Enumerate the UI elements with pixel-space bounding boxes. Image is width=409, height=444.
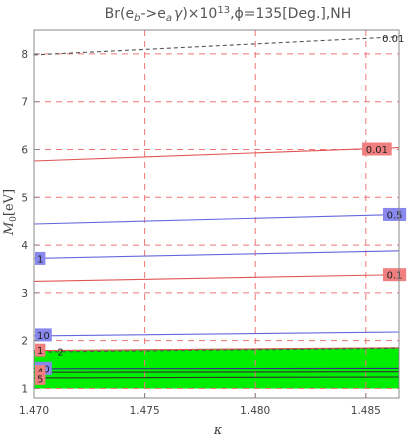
- contour-lines-layer: [33, 36, 400, 379]
- contour-label: 10: [37, 331, 50, 342]
- allowed-region-layer: [34, 347, 399, 389]
- contour-line: [33, 371, 400, 373]
- x-axis-label: κ: [213, 423, 223, 438]
- contour-line: [33, 36, 400, 56]
- contour-label: 1: [37, 346, 43, 357]
- contour-label-box: [35, 371, 46, 385]
- contour-line: [33, 250, 400, 259]
- contour-line: [33, 376, 400, 379]
- contour-line: [33, 331, 400, 337]
- contour-label-box: [362, 142, 392, 156]
- contour-label-box: [35, 251, 46, 265]
- allowed-region: [34, 347, 399, 389]
- y-tick-label: 8: [21, 49, 28, 61]
- x-tick-label: 1.480: [240, 405, 270, 417]
- y-tick-label: 4: [21, 240, 28, 252]
- y-tick-label: 6: [21, 144, 28, 156]
- contour-line: [33, 347, 400, 353]
- contour-label: 1: [37, 254, 43, 265]
- contour-label: 5: [37, 374, 43, 385]
- contour-label-box: [382, 207, 407, 221]
- contour-line: [33, 274, 400, 282]
- y-tick-label: 7: [21, 97, 28, 109]
- contour-label: 0.01: [382, 34, 404, 45]
- y-tick-label: 5: [21, 192, 28, 204]
- plot-frame: [33, 29, 400, 399]
- contour-label: 0.1: [387, 271, 403, 282]
- contour-line: [33, 347, 400, 352]
- x-tick-label: 1.470: [19, 405, 49, 417]
- y-tick-label: 1: [21, 383, 28, 395]
- x-tick-label: 1.485: [351, 405, 381, 417]
- y-tick-label: 3: [21, 288, 28, 300]
- chart-title: Br(eb->ea γ)×1013,ϕ=135[Deg.],NH: [105, 5, 352, 24]
- contour-line: [33, 213, 400, 225]
- contour-label-box: [35, 365, 46, 379]
- y-tick-label: 2: [21, 336, 28, 348]
- contour-label-box: [382, 268, 407, 282]
- contour-label: 0.5: [387, 210, 403, 221]
- contour-label: 2: [57, 348, 63, 359]
- grid-layer: [34, 30, 399, 398]
- contour-labels-layer: 0.010.010.510.110125045: [35, 34, 407, 385]
- contour-line: [33, 147, 400, 162]
- contour-label-box: [35, 343, 46, 357]
- x-tick-label: 1.475: [130, 405, 160, 417]
- y-axis-label: M0[eV]: [2, 189, 19, 236]
- contour-label: 0.01: [366, 145, 388, 156]
- contour-label-box: [35, 328, 52, 342]
